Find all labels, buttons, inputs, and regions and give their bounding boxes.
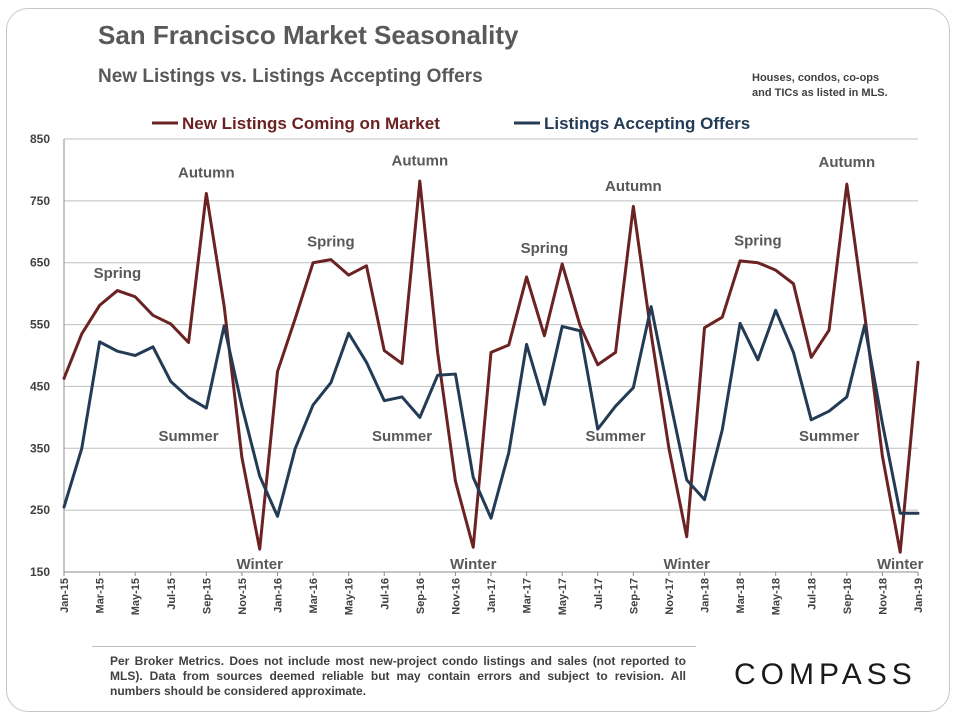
- x-tick-label: Jan-15: [59, 578, 71, 613]
- season-annotation: Spring: [307, 234, 355, 251]
- x-tick-label: Sep-15: [201, 578, 213, 614]
- season-annotation: Winter: [450, 556, 497, 573]
- season-annotation: Autumn: [178, 164, 235, 181]
- y-tick-label: 150: [30, 565, 50, 579]
- season-annotation: Autumn: [819, 154, 876, 171]
- x-tick-label: Nov-18: [877, 578, 889, 615]
- y-tick-label: 750: [30, 194, 50, 208]
- season-annotation: Winter: [663, 556, 710, 573]
- legend-label-accepting-offers: Listings Accepting Offers: [544, 114, 750, 133]
- season-annotation: Autumn: [605, 178, 662, 195]
- x-tick-label: Jan-16: [273, 578, 285, 613]
- x-tick-label: May-15: [130, 578, 142, 615]
- x-tick-label: Nov-15: [237, 578, 249, 615]
- data-scope-note-line: and TICs as listed in MLS.: [752, 87, 888, 99]
- x-tick-label: Jan-19: [913, 578, 925, 613]
- footnote-divider: [92, 646, 696, 647]
- x-tick-label: Jul-17: [593, 578, 605, 610]
- season-annotation: Summer: [372, 428, 432, 445]
- y-tick-label: 850: [30, 132, 50, 146]
- x-tick-label: Mar-16: [308, 578, 320, 613]
- season-annotation: Summer: [799, 428, 859, 445]
- compass-logo: COMPASS: [734, 658, 917, 691]
- season-annotation: Spring: [94, 265, 142, 282]
- chart-frame: [6, 8, 950, 712]
- season-annotation: Summer: [159, 428, 219, 445]
- x-tick-label: May-16: [344, 578, 356, 615]
- y-tick-label: 350: [30, 441, 50, 455]
- chart-subtitle: New Listings vs. Listings Accepting Offe…: [98, 66, 483, 87]
- x-tick-label: Jul-18: [806, 578, 818, 610]
- new-listings-line: [62, 179, 920, 554]
- x-tick-label: Jul-16: [379, 578, 391, 610]
- x-tick-label: May-18: [771, 578, 783, 615]
- season-annotation: Spring: [734, 232, 782, 249]
- x-tick-label: Sep-17: [628, 578, 640, 614]
- accepting-offers-line: [62, 305, 920, 520]
- chart-title: San Francisco Market Seasonality: [98, 20, 519, 50]
- x-tick-label: Sep-16: [415, 578, 427, 614]
- season-annotation: Winter: [236, 556, 283, 573]
- x-tick-label: Jan-17: [486, 578, 498, 613]
- y-tick-label: 250: [30, 503, 50, 517]
- footnote: Per Broker Metrics. Does not include mos…: [110, 654, 686, 698]
- x-tick-label: Jan-18: [700, 578, 712, 613]
- x-tick-label: Jul-15: [166, 578, 178, 610]
- x-tick-label: Sep-18: [842, 578, 854, 614]
- x-tick-label: Nov-17: [664, 578, 676, 615]
- data-scope-note-line: Houses, condos, co-ops: [752, 72, 880, 84]
- x-tick-label: Mar-17: [522, 578, 534, 613]
- season-annotation: Autumn: [392, 153, 449, 170]
- x-tick-label: Mar-18: [735, 578, 747, 613]
- x-tick-label: Mar-15: [95, 578, 107, 613]
- data-scope-note: Houses, condos, co-ops and TICs as liste…: [752, 71, 902, 101]
- y-tick-label: 650: [30, 256, 50, 270]
- season-annotation: Summer: [586, 428, 646, 445]
- season-annotation: Spring: [521, 240, 569, 257]
- season-annotation: Winter: [877, 556, 924, 573]
- x-tick-label: May-17: [557, 578, 569, 615]
- y-tick-label: 450: [30, 379, 50, 393]
- y-tick-label: 550: [30, 318, 50, 332]
- legend-label-new-listings: New Listings Coming on Market: [182, 114, 440, 133]
- x-tick-label: Nov-16: [450, 578, 462, 615]
